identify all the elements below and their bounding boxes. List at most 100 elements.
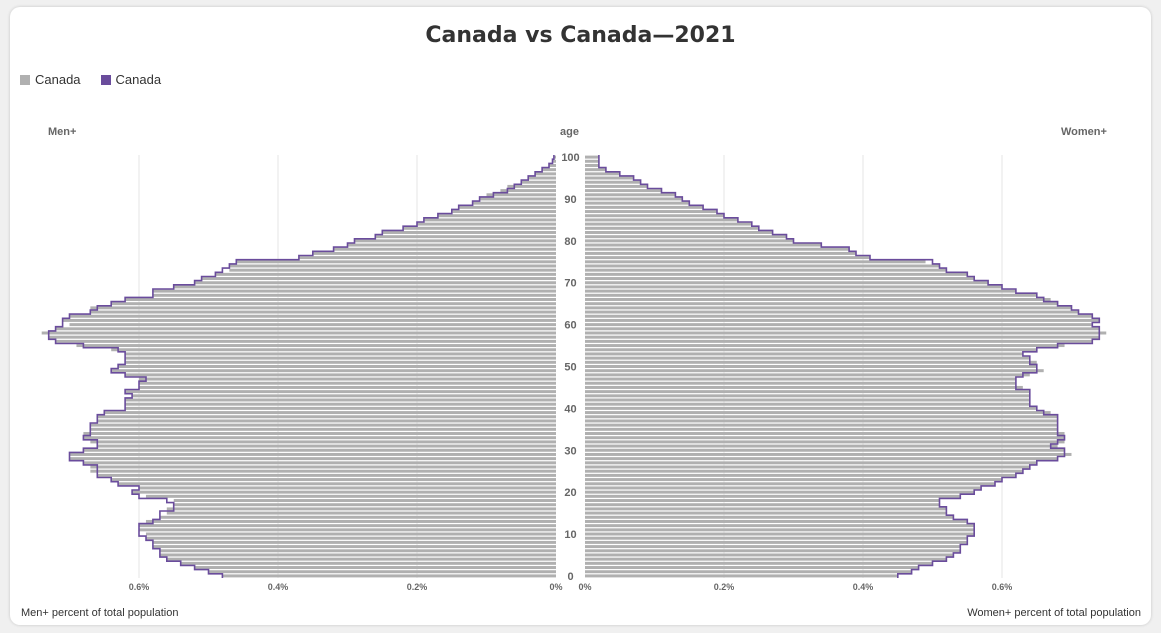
bar-men xyxy=(173,285,556,289)
age-tick-label: 30 xyxy=(564,445,576,457)
bar-men xyxy=(90,469,556,473)
x-tick-label-men: 0.6% xyxy=(129,582,150,592)
bar-men xyxy=(139,385,556,389)
bar-men xyxy=(69,314,556,318)
bar-women xyxy=(585,532,975,536)
bar-men xyxy=(423,218,556,222)
bar-men xyxy=(41,331,556,335)
bar-men xyxy=(298,256,556,260)
bar-women xyxy=(585,235,787,239)
bar-men xyxy=(535,172,556,176)
bar-men xyxy=(173,503,556,507)
bar-men xyxy=(472,201,556,205)
age-tick-label: 10 xyxy=(564,529,576,541)
bar-men xyxy=(145,536,556,540)
bar-men xyxy=(552,159,556,163)
bar-men xyxy=(139,377,556,381)
bar-men xyxy=(90,306,556,310)
bar-women xyxy=(585,331,1107,335)
bar-men xyxy=(83,432,557,436)
bar-men xyxy=(118,365,557,368)
bar-men xyxy=(152,545,556,549)
legend-item-outline[interactable]: Canada xyxy=(100,72,161,87)
age-tick-label: 90 xyxy=(564,194,576,206)
x-tick-label-women: 0.6% xyxy=(992,582,1013,592)
bar-women xyxy=(585,339,1093,343)
bar-women xyxy=(585,365,1037,368)
women-header: Women+ xyxy=(1061,126,1107,138)
bar-men xyxy=(145,519,556,523)
bar-women xyxy=(585,524,975,528)
bar-men xyxy=(125,373,556,377)
bar-women xyxy=(585,528,975,532)
bar-men xyxy=(173,499,556,503)
bar-women xyxy=(585,226,759,230)
bar-women xyxy=(585,511,947,515)
x-tick-label-men: 0.2% xyxy=(407,582,428,592)
bar-women xyxy=(585,247,850,251)
bar-women xyxy=(585,260,926,264)
bar-men xyxy=(222,574,556,578)
bar-women xyxy=(585,457,1058,461)
bar-women xyxy=(585,310,1079,314)
bar-men xyxy=(125,352,556,356)
bar-women xyxy=(585,536,968,540)
bar-men xyxy=(166,511,557,515)
legend: Canada Canada xyxy=(20,72,161,87)
legend-swatch-purple xyxy=(100,74,111,85)
women-axis-title: Women+ percent of total population xyxy=(967,607,1141,619)
bar-men xyxy=(152,293,556,297)
bar-women xyxy=(585,427,1058,431)
bar-men xyxy=(118,482,557,486)
bar-men xyxy=(382,230,556,234)
bar-women xyxy=(585,415,1058,419)
bar-women xyxy=(585,411,1051,415)
bar-women xyxy=(585,285,1002,289)
x-tick-label-women: 0% xyxy=(578,582,591,592)
bar-men xyxy=(83,461,557,465)
bar-women xyxy=(585,398,1030,402)
bar-women xyxy=(585,335,1100,339)
bar-women xyxy=(585,402,1030,406)
bar-men xyxy=(458,205,556,209)
bar-men xyxy=(55,339,556,343)
legend-label: Canada xyxy=(35,72,81,87)
bar-women xyxy=(585,230,773,234)
bar-women xyxy=(585,423,1058,427)
bar-men xyxy=(180,561,556,565)
bar-men xyxy=(111,478,556,482)
bar-men xyxy=(159,549,556,553)
x-tick-label-women: 0.4% xyxy=(853,582,874,592)
bar-men xyxy=(229,268,556,272)
bar-men xyxy=(437,214,556,218)
bar-men xyxy=(97,419,557,423)
bar-men xyxy=(347,243,556,247)
age-tick-label: 50 xyxy=(564,362,576,374)
bar-men xyxy=(125,402,556,406)
bar-women xyxy=(585,264,940,268)
bar-women xyxy=(585,482,996,486)
bar-men xyxy=(486,193,556,197)
bar-women xyxy=(585,373,1030,377)
bar-women xyxy=(585,210,718,214)
bar-men xyxy=(111,302,556,306)
bar-men xyxy=(139,528,556,532)
bar-women xyxy=(585,381,1016,385)
bar-men xyxy=(500,189,556,193)
legend-item-filled[interactable]: Canada xyxy=(20,72,81,87)
bar-men xyxy=(507,184,556,188)
bar-women xyxy=(585,155,599,159)
bar-women xyxy=(585,180,641,184)
bar-women xyxy=(585,159,599,163)
bar-women xyxy=(585,268,947,272)
bar-women xyxy=(585,306,1072,310)
bar-men xyxy=(83,448,557,452)
outline-men xyxy=(47,155,555,578)
bar-men xyxy=(403,226,556,230)
bar-men xyxy=(90,465,556,469)
bar-men xyxy=(139,524,556,528)
bar-men xyxy=(97,444,557,448)
outline-women xyxy=(598,155,1101,578)
bar-men xyxy=(166,507,557,511)
bar-women xyxy=(585,193,676,197)
